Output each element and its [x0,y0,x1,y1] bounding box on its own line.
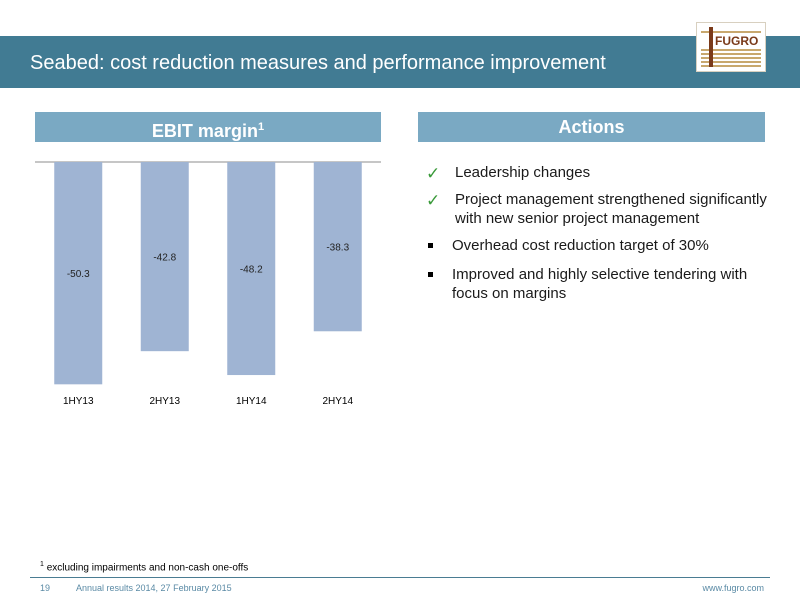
chart-data-label: -42.8 [153,253,176,264]
action-item-text: Improved and highly selective tendering … [452,266,748,302]
chart-category-label: 1HY13 [63,396,94,407]
chart-bar-1HY13 [54,162,103,385]
chart-bar-1HY14 [227,162,276,376]
footer-left: 19 Annual results 2014, 27 February 2015 [40,583,232,593]
chart-data-label: -38.3 [326,243,349,254]
chart-category-label: 1HY14 [236,396,267,407]
action-item-text: Overhead cost reduction target of 30% [452,237,709,254]
footer-website[interactable]: www.fugro.com [702,583,764,593]
square-bullet-icon [428,272,433,277]
chart-category-label: 2HY14 [322,396,353,407]
footer-event: Annual results 2014, 27 February 2015 [76,583,232,593]
ebit-header-label: EBIT margin [151,121,258,141]
action-item-project-management: ✓ Project management strengthened signif… [425,190,770,228]
action-item-overhead: Overhead cost reduction target of 30% [425,236,770,255]
page-number: 19 [40,583,51,593]
ebit-header-footnote-mark: 1 [257,121,265,133]
actions-header: Actions [418,112,765,142]
action-item-text: Project management strengthened signific… [455,191,767,227]
actions-list: ✓ Leadership changes ✓ Project managemen… [425,163,770,313]
square-bullet-icon [428,243,433,248]
chart-data-label: -48.2 [240,265,263,276]
action-item-leadership: ✓ Leadership changes [425,163,770,183]
chart-category-label: 2HY13 [149,396,180,407]
checkmark-icon: ✓ [426,191,441,210]
fugro-logo-mark: FUGRO [701,27,761,67]
chart-data-label: -50.3 [67,269,90,280]
action-item-text: Leadership changes [455,164,591,181]
footer-divider [30,577,770,578]
checkmark-icon: ✓ [426,164,441,183]
chart-bar-2HY14 [313,162,362,332]
ebit-margin-chart: -50.3 1HY13 -42.8 2HY13 -48.2 1HY14 -38.3 2HY14 [35,161,381,407]
footnote: 1 excluding impairments and non-cash one… [40,561,248,573]
title-bar [0,36,800,88]
slide-title: Seabed: cost reduction measures and perf… [30,52,606,74]
ebit-margin-header: EBIT margin1 [35,112,381,142]
chart-bar-2HY13 [140,162,189,352]
fugro-logo: FUGRO [696,22,766,72]
action-item-tendering: Improved and highly selective tendering … [425,265,770,303]
footnote-text: excluding impairments and non-cash one-o… [46,562,249,574]
logo-wordmark: FUGRO [715,34,758,48]
footnote-mark: 1 [40,561,44,568]
